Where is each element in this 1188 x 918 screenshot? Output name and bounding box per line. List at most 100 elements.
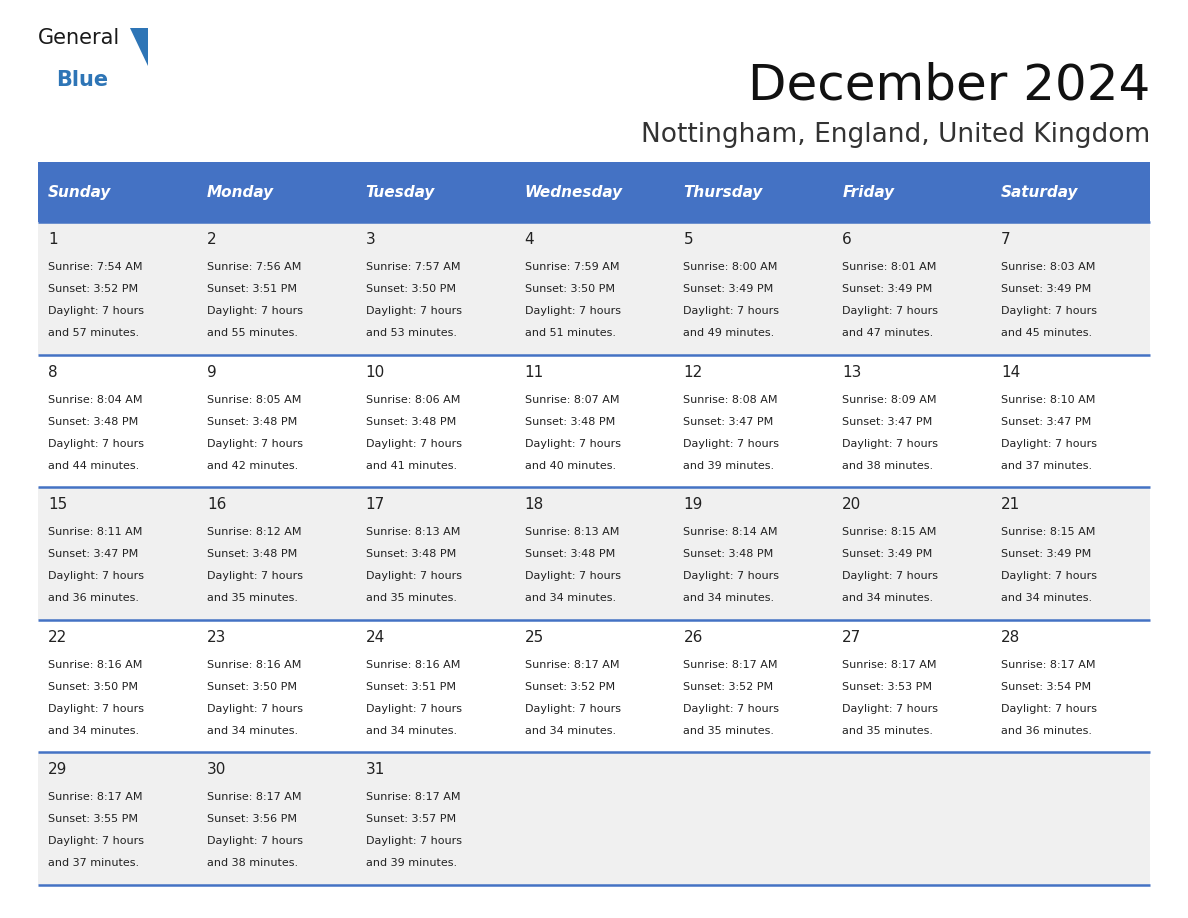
Text: and 47 minutes.: and 47 minutes. <box>842 328 934 338</box>
Text: Daylight: 7 hours: Daylight: 7 hours <box>207 836 303 846</box>
Text: 19: 19 <box>683 498 703 512</box>
Text: 6: 6 <box>842 232 852 247</box>
Text: Daylight: 7 hours: Daylight: 7 hours <box>683 306 779 316</box>
Text: 21: 21 <box>1001 498 1020 512</box>
Text: and 34 minutes.: and 34 minutes. <box>842 593 934 603</box>
Text: Sunrise: 8:17 AM: Sunrise: 8:17 AM <box>525 660 619 670</box>
Text: Daylight: 7 hours: Daylight: 7 hours <box>525 306 620 316</box>
Text: and 42 minutes.: and 42 minutes. <box>207 461 298 471</box>
Text: and 38 minutes.: and 38 minutes. <box>207 858 298 868</box>
Text: and 34 minutes.: and 34 minutes. <box>366 726 457 736</box>
Text: Sunset: 3:50 PM: Sunset: 3:50 PM <box>525 284 614 294</box>
Bar <box>991 162 1150 222</box>
Text: General: General <box>38 28 120 48</box>
Text: Sunrise: 8:13 AM: Sunrise: 8:13 AM <box>366 527 460 537</box>
Text: Daylight: 7 hours: Daylight: 7 hours <box>842 306 939 316</box>
Text: Sunset: 3:48 PM: Sunset: 3:48 PM <box>366 549 456 559</box>
Bar <box>38 162 197 222</box>
Text: Daylight: 7 hours: Daylight: 7 hours <box>207 439 303 449</box>
Bar <box>38 222 1150 354</box>
Text: Sunset: 3:47 PM: Sunset: 3:47 PM <box>48 549 138 559</box>
Text: Daylight: 7 hours: Daylight: 7 hours <box>207 704 303 714</box>
Text: Sunset: 3:49 PM: Sunset: 3:49 PM <box>683 284 773 294</box>
Text: Daylight: 7 hours: Daylight: 7 hours <box>525 571 620 581</box>
Text: December 2024: December 2024 <box>747 62 1150 110</box>
Text: Daylight: 7 hours: Daylight: 7 hours <box>48 306 144 316</box>
Text: 3: 3 <box>366 232 375 247</box>
Text: Daylight: 7 hours: Daylight: 7 hours <box>842 571 939 581</box>
Text: Daylight: 7 hours: Daylight: 7 hours <box>683 439 779 449</box>
Text: and 49 minutes.: and 49 minutes. <box>683 328 775 338</box>
Text: 11: 11 <box>525 364 544 380</box>
Text: Saturday: Saturday <box>1001 185 1079 199</box>
Text: Sunset: 3:50 PM: Sunset: 3:50 PM <box>366 284 456 294</box>
Text: Daylight: 7 hours: Daylight: 7 hours <box>683 704 779 714</box>
Text: Sunset: 3:48 PM: Sunset: 3:48 PM <box>525 549 615 559</box>
Text: and 37 minutes.: and 37 minutes. <box>48 858 139 868</box>
Text: and 35 minutes.: and 35 minutes. <box>683 726 775 736</box>
Bar <box>38 487 1150 620</box>
Text: Sunset: 3:48 PM: Sunset: 3:48 PM <box>366 417 456 427</box>
Text: Monday: Monday <box>207 185 274 199</box>
Text: Sunrise: 8:01 AM: Sunrise: 8:01 AM <box>842 262 936 272</box>
Text: Daylight: 7 hours: Daylight: 7 hours <box>48 571 144 581</box>
Text: and 35 minutes.: and 35 minutes. <box>366 593 456 603</box>
Text: and 55 minutes.: and 55 minutes. <box>207 328 298 338</box>
Text: 27: 27 <box>842 630 861 644</box>
Text: Sunset: 3:52 PM: Sunset: 3:52 PM <box>525 682 614 692</box>
Text: and 45 minutes.: and 45 minutes. <box>1001 328 1092 338</box>
Text: Sunrise: 8:17 AM: Sunrise: 8:17 AM <box>207 792 302 802</box>
Bar <box>674 162 833 222</box>
Text: Sunrise: 8:12 AM: Sunrise: 8:12 AM <box>207 527 302 537</box>
Text: Daylight: 7 hours: Daylight: 7 hours <box>1001 704 1098 714</box>
Text: Sunset: 3:52 PM: Sunset: 3:52 PM <box>683 682 773 692</box>
Text: Sunset: 3:48 PM: Sunset: 3:48 PM <box>683 549 773 559</box>
Text: Daylight: 7 hours: Daylight: 7 hours <box>48 704 144 714</box>
Text: Sunset: 3:55 PM: Sunset: 3:55 PM <box>48 814 138 824</box>
Text: Daylight: 7 hours: Daylight: 7 hours <box>366 571 462 581</box>
Text: 30: 30 <box>207 763 226 778</box>
Text: Sunrise: 8:17 AM: Sunrise: 8:17 AM <box>1001 660 1095 670</box>
Text: Tuesday: Tuesday <box>366 185 435 199</box>
Text: Sunrise: 8:00 AM: Sunrise: 8:00 AM <box>683 262 778 272</box>
Text: Sunrise: 7:57 AM: Sunrise: 7:57 AM <box>366 262 460 272</box>
Text: Sunset: 3:49 PM: Sunset: 3:49 PM <box>842 284 933 294</box>
Text: Sunrise: 8:05 AM: Sunrise: 8:05 AM <box>207 395 302 405</box>
Text: Wednesday: Wednesday <box>525 185 623 199</box>
Bar <box>514 162 674 222</box>
Text: and 38 minutes.: and 38 minutes. <box>842 461 934 471</box>
Polygon shape <box>129 28 148 66</box>
Text: Sunrise: 8:10 AM: Sunrise: 8:10 AM <box>1001 395 1095 405</box>
Text: 13: 13 <box>842 364 861 380</box>
Text: and 35 minutes.: and 35 minutes. <box>207 593 298 603</box>
Text: Sunday: Sunday <box>48 185 112 199</box>
Text: 7: 7 <box>1001 232 1011 247</box>
Text: Sunset: 3:54 PM: Sunset: 3:54 PM <box>1001 682 1092 692</box>
Text: 24: 24 <box>366 630 385 644</box>
Text: Daylight: 7 hours: Daylight: 7 hours <box>366 306 462 316</box>
Text: Sunrise: 8:17 AM: Sunrise: 8:17 AM <box>683 660 778 670</box>
Text: 26: 26 <box>683 630 703 644</box>
Bar <box>355 162 514 222</box>
Text: Daylight: 7 hours: Daylight: 7 hours <box>1001 306 1098 316</box>
Text: Sunrise: 7:59 AM: Sunrise: 7:59 AM <box>525 262 619 272</box>
Text: Sunrise: 8:17 AM: Sunrise: 8:17 AM <box>366 792 460 802</box>
Text: Daylight: 7 hours: Daylight: 7 hours <box>48 836 144 846</box>
Bar <box>197 162 355 222</box>
Text: 29: 29 <box>48 763 68 778</box>
Text: 12: 12 <box>683 364 702 380</box>
Text: 23: 23 <box>207 630 226 644</box>
Text: Sunset: 3:49 PM: Sunset: 3:49 PM <box>1001 284 1092 294</box>
Text: Sunrise: 8:09 AM: Sunrise: 8:09 AM <box>842 395 937 405</box>
Text: and 35 minutes.: and 35 minutes. <box>842 726 934 736</box>
Text: Sunrise: 8:07 AM: Sunrise: 8:07 AM <box>525 395 619 405</box>
Text: Sunrise: 8:16 AM: Sunrise: 8:16 AM <box>366 660 460 670</box>
Text: Sunset: 3:52 PM: Sunset: 3:52 PM <box>48 284 138 294</box>
Text: 22: 22 <box>48 630 68 644</box>
Text: Daylight: 7 hours: Daylight: 7 hours <box>1001 571 1098 581</box>
Text: Daylight: 7 hours: Daylight: 7 hours <box>366 439 462 449</box>
Text: 2: 2 <box>207 232 216 247</box>
Text: and 37 minutes.: and 37 minutes. <box>1001 461 1092 471</box>
Text: Sunrise: 7:56 AM: Sunrise: 7:56 AM <box>207 262 302 272</box>
Text: Sunrise: 8:17 AM: Sunrise: 8:17 AM <box>48 792 143 802</box>
